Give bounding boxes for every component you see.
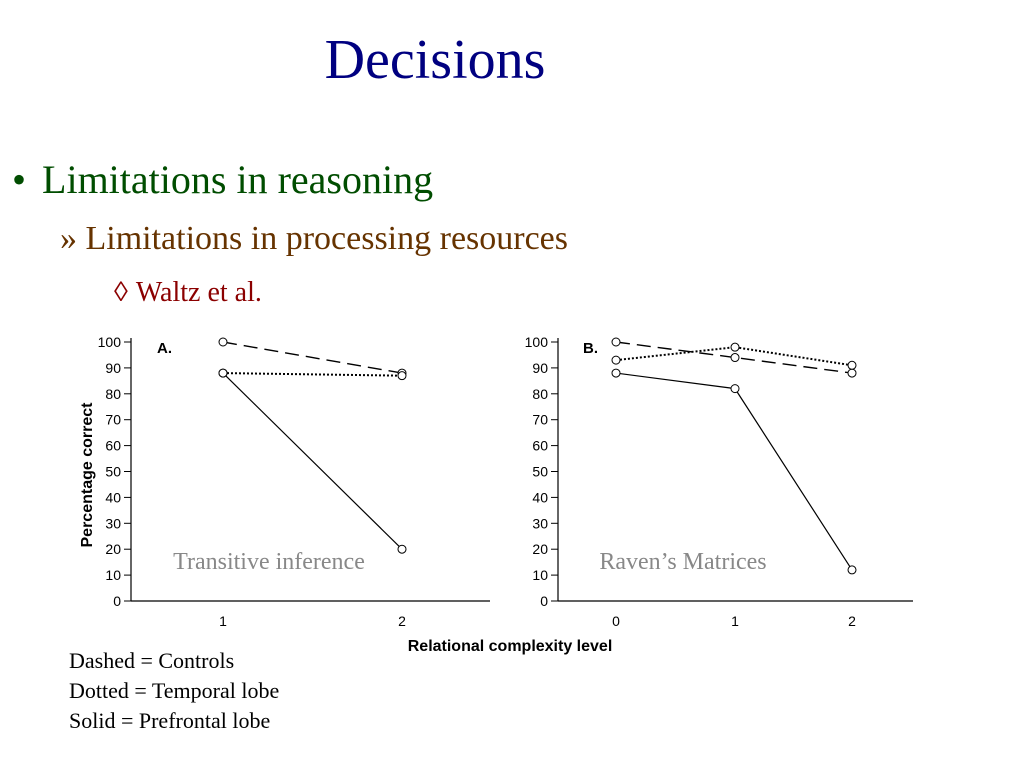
bullet-dot-icon: •: [12, 157, 27, 202]
slide-title: Decisions: [324, 29, 546, 91]
chart-b-panel-label: B.: [583, 340, 598, 357]
chart-b-series-dotted-point: [847, 360, 857, 370]
chart-b-series-dotted-point: [611, 355, 621, 365]
chart-a-x-tick-label: 2: [398, 613, 406, 629]
chart-a-y-tick-label: 50: [105, 464, 121, 480]
chart-b-series-dashed-point: [847, 368, 857, 378]
chart-b-series-dotted-point: [730, 342, 740, 352]
chart-a-series-dotted-line: [222, 372, 403, 377]
chart-b-x-tick-label: 1: [731, 613, 739, 629]
chart-b-y-tick-label: 80: [532, 386, 548, 402]
bullet-level-3-text: Waltz et al.: [135, 277, 262, 308]
chart-a-x-tick-label: 1: [219, 613, 227, 629]
legend-notes: Dashed = Controls Dotted = Temporal lobe…: [69, 646, 279, 736]
chart-b-series-solid-line: [615, 372, 853, 571]
x-axis-label: Relational complexity level: [408, 638, 613, 655]
chart-b-y-tick-label: 40: [532, 489, 548, 505]
chart-a-y-tick-label: 20: [105, 541, 121, 557]
chart-b-y-tick-label: 0: [540, 593, 548, 609]
chart-b-y-tick-label: 30: [532, 515, 548, 531]
chart-b-y-tick-label: 100: [525, 334, 549, 350]
note-dashed: Dashed = Controls: [69, 648, 235, 673]
chart-a-y-tick-label: 40: [105, 489, 121, 505]
chart-b-series-solid-point: [847, 565, 857, 575]
chart-b-y-tick-label: 70: [532, 412, 548, 428]
chart-a-caption: Transitive inference: [173, 549, 365, 575]
note-solid: Solid = Prefrontal lobe: [69, 708, 271, 733]
chart-a-y-tick-label: 0: [113, 593, 121, 609]
chart-a-y-tick-label: 30: [105, 515, 121, 531]
chart-a-y-tick-label: 60: [105, 438, 121, 454]
bullet-level-2: » Limitations in processing resources: [60, 220, 569, 257]
chart-b-y-tick-label: 90: [532, 360, 548, 376]
chart-a-y-tick-label: 10: [105, 567, 121, 583]
chart-b-y-tick-label: 50: [532, 464, 548, 480]
bullet-level-3: ◊ Waltz et al.: [114, 277, 262, 309]
chart-b-series-solid-point: [611, 368, 621, 378]
chart-b-series-dashed-point: [730, 353, 740, 363]
bullet-level-1-text: Limitations in reasoning: [42, 157, 434, 202]
chart-b-series-dashed-line: [615, 341, 853, 374]
diamond-bullet-icon: ◊: [114, 277, 128, 308]
chart-b-y-tick-label: 60: [532, 438, 548, 454]
chart-a-series-dashed-point: [218, 337, 228, 347]
chart-a-y-tick-label: 100: [98, 334, 122, 350]
chart-b-x-tick-label: 0: [612, 613, 620, 629]
chart-a-y-tick-label: 70: [105, 412, 121, 428]
chart-a-series-dotted-point: [397, 371, 407, 381]
chart-a-y-axis-label: Percentage correct: [79, 402, 96, 548]
bullet-level-1: • Limitations in reasoning: [12, 156, 433, 203]
chart-b-x-tick-label: 2: [848, 613, 856, 629]
chart-b-series-dashed-point: [611, 337, 621, 347]
chart-a-y-tick-label: 80: [105, 386, 121, 402]
chart-a-series-dashed-line: [222, 341, 403, 374]
chart-b-caption: Raven’s Matrices: [599, 549, 766, 575]
chart-a-series-solid-point: [397, 544, 407, 554]
note-dotted: Dotted = Temporal lobe: [69, 678, 280, 703]
chart-a-series-solid-line: [222, 372, 403, 550]
chart-b-series-solid-point: [730, 384, 740, 394]
chart-b-y-tick-label: 10: [532, 567, 548, 583]
chart-b-y-tick-label: 20: [532, 541, 548, 557]
chart-a-series-solid-point: [218, 368, 228, 378]
chart-a-panel-label: A.: [157, 340, 172, 357]
chart-a-y-tick-label: 90: [105, 360, 121, 376]
